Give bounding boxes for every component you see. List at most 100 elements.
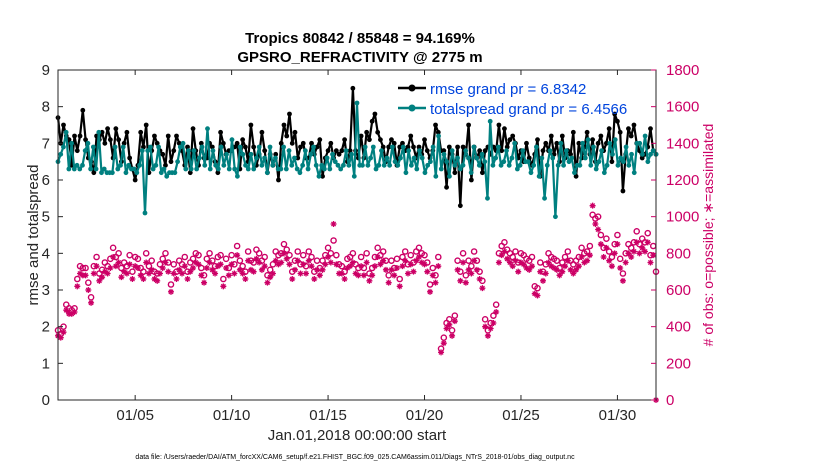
point-totalspread bbox=[131, 166, 137, 172]
point-totalspread bbox=[308, 151, 314, 157]
y-tick-label: 7 bbox=[42, 135, 50, 152]
data-file-footnote: data file: /Users/raeder/DAI/ATM_forcXX/… bbox=[135, 454, 575, 461]
point-totalspread bbox=[311, 144, 316, 150]
point-totalspread bbox=[539, 155, 545, 161]
point-totalspread bbox=[305, 166, 311, 172]
point-assimilated bbox=[96, 277, 103, 284]
point-totalspread bbox=[618, 155, 624, 161]
point-rmse bbox=[411, 144, 416, 150]
point-assimilated bbox=[493, 309, 500, 315]
point-assimilated bbox=[190, 265, 197, 271]
point-possible bbox=[459, 250, 467, 257]
point-assimilated bbox=[184, 276, 191, 282]
point-rmse bbox=[590, 137, 596, 143]
point-rmse bbox=[628, 133, 634, 139]
point-rmse bbox=[576, 140, 582, 146]
point-possible bbox=[470, 248, 478, 255]
point-possible bbox=[644, 229, 652, 237]
point-totalspread bbox=[479, 151, 485, 157]
point-rmse bbox=[99, 129, 105, 135]
point-possible bbox=[283, 246, 291, 253]
point-possible bbox=[93, 253, 100, 261]
point-rmse bbox=[408, 133, 414, 139]
point-totalspread bbox=[514, 166, 520, 172]
point-totalspread bbox=[561, 162, 566, 168]
point-rmse bbox=[143, 122, 149, 128]
point-totalspread bbox=[109, 170, 115, 176]
point-totalspread bbox=[145, 148, 151, 154]
point-possible bbox=[189, 255, 197, 263]
point-totalspread bbox=[324, 155, 330, 161]
point-totalspread bbox=[194, 166, 200, 172]
point-assimilated bbox=[446, 321, 453, 328]
point-assimilated bbox=[303, 270, 310, 277]
point-rmse bbox=[174, 133, 179, 139]
chart-subtitle: GPSRO_REFRACTIVITY @ 2775 m bbox=[237, 49, 482, 66]
point-assimilated bbox=[134, 265, 141, 271]
point-possible bbox=[454, 257, 461, 264]
point-totalspread bbox=[229, 137, 235, 143]
point-rmse bbox=[378, 137, 383, 143]
point-totalspread bbox=[256, 144, 262, 150]
point-assimilated bbox=[531, 290, 538, 297]
series-assimilated bbox=[55, 202, 659, 403]
point-assimilated bbox=[595, 226, 602, 233]
point-totalspread bbox=[637, 140, 643, 146]
point-possible bbox=[434, 253, 442, 261]
point-totalspread bbox=[444, 159, 450, 165]
point-assimilated bbox=[74, 283, 81, 290]
point-assimilated bbox=[641, 248, 648, 255]
point-rmse bbox=[298, 144, 303, 150]
point-totalspread bbox=[381, 162, 387, 168]
point-rmse bbox=[504, 144, 510, 150]
point-possible bbox=[220, 275, 227, 283]
point-assimilated bbox=[272, 257, 279, 264]
point-rmse bbox=[242, 144, 248, 150]
point-totalspread bbox=[544, 162, 550, 168]
point-assimilated bbox=[123, 270, 130, 277]
point-totalspread bbox=[251, 166, 257, 172]
point-assimilated bbox=[592, 221, 599, 227]
point-totalspread bbox=[389, 144, 395, 150]
point-assimilated bbox=[553, 266, 560, 273]
point-totalspread bbox=[411, 155, 417, 161]
point-assimilated bbox=[223, 265, 230, 271]
point-assimilated bbox=[548, 263, 555, 270]
point-assimilated bbox=[603, 244, 610, 251]
point-assimilated bbox=[429, 272, 436, 279]
point-totalspread bbox=[139, 148, 145, 154]
point-totalspread bbox=[85, 140, 91, 146]
point-rmse bbox=[325, 148, 331, 154]
point-assimilated bbox=[564, 257, 571, 264]
point-assimilated bbox=[545, 259, 552, 266]
point-possible bbox=[129, 268, 136, 275]
point-rmse bbox=[568, 151, 573, 157]
point-totalspread bbox=[400, 144, 406, 150]
point-rmse bbox=[171, 148, 177, 154]
point-totalspread bbox=[360, 162, 365, 168]
point-rmse bbox=[292, 129, 298, 135]
point-totalspread bbox=[101, 166, 107, 172]
point-rmse bbox=[615, 118, 620, 124]
point-totalspread bbox=[354, 100, 360, 106]
point-assimilated bbox=[167, 288, 174, 295]
point-assimilated bbox=[355, 272, 362, 279]
point-totalspread bbox=[430, 144, 436, 150]
point-assimilated bbox=[333, 261, 340, 268]
point-rmse bbox=[234, 140, 240, 146]
point-totalspread bbox=[395, 162, 401, 168]
point-rmse bbox=[176, 140, 182, 146]
point-rmse bbox=[466, 122, 472, 128]
point-assimilated bbox=[151, 276, 158, 282]
point-assimilated bbox=[88, 299, 95, 306]
point-totalspread bbox=[436, 133, 441, 139]
point-rmse bbox=[284, 133, 290, 139]
point-assimilated bbox=[647, 259, 654, 266]
point-totalspread bbox=[572, 170, 577, 176]
point-totalspread bbox=[186, 148, 191, 154]
point-totalspread bbox=[591, 144, 596, 150]
point-totalspread bbox=[580, 140, 586, 146]
point-totalspread bbox=[300, 162, 306, 168]
point-rmse bbox=[457, 203, 463, 209]
